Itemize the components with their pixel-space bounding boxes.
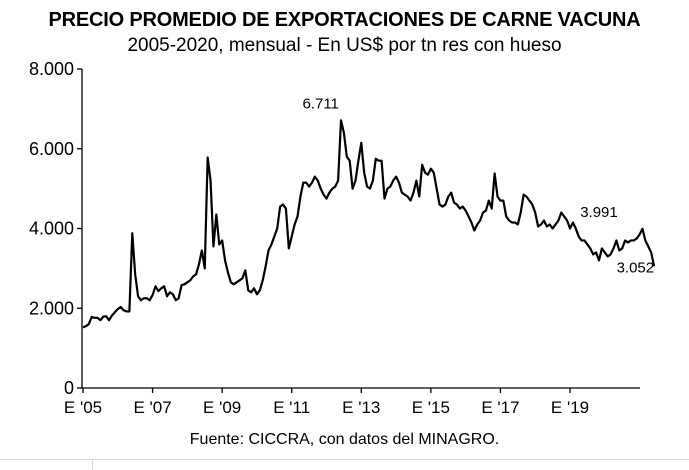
x-tick-label: E '15 bbox=[412, 398, 450, 417]
chart-axes bbox=[81, 69, 640, 389]
y-tick-label: 8.000 bbox=[29, 59, 74, 79]
data-label: 3.991 bbox=[580, 204, 618, 221]
data-labels: 6.711 3.991 3.052 bbox=[302, 95, 654, 276]
x-tick-label: E '05 bbox=[64, 398, 102, 417]
series-line bbox=[82, 119, 656, 329]
y-axis-ticks: 0 2.000 4.000 6.000 8.000 bbox=[29, 59, 82, 398]
x-axis-ticks: E '05 E '07 E '09 E '11 E '13 E '15 E '17 E '19 bbox=[64, 388, 589, 417]
chart-subtitle: 2005-2020, mensual - En US$ por tn res c… bbox=[127, 35, 562, 56]
x-tick-label: E '11 bbox=[273, 398, 310, 417]
data-label: 3.052 bbox=[617, 259, 655, 276]
x-tick-label: E '17 bbox=[481, 398, 519, 417]
x-tick-label: E '19 bbox=[551, 398, 589, 417]
y-tick-label: 4.000 bbox=[29, 219, 74, 239]
x-tick-label: E '13 bbox=[342, 398, 380, 417]
y-tick-label: 0 bbox=[64, 378, 74, 398]
y-tick-label: 6.000 bbox=[29, 139, 74, 159]
divider-tick bbox=[92, 459, 93, 470]
data-label: 6.711 bbox=[302, 95, 338, 112]
chart-title: PRECIO PROMEDIO DE EXPORTACIONES DE CARN… bbox=[48, 9, 641, 31]
x-tick-label: E '07 bbox=[133, 398, 171, 417]
x-tick-label: E '09 bbox=[203, 398, 241, 417]
divider bbox=[0, 459, 689, 460]
source-note: Fuente: CICCRA, con datos del MINAGRO. bbox=[189, 431, 500, 448]
y-tick-label: 2.000 bbox=[29, 298, 74, 318]
